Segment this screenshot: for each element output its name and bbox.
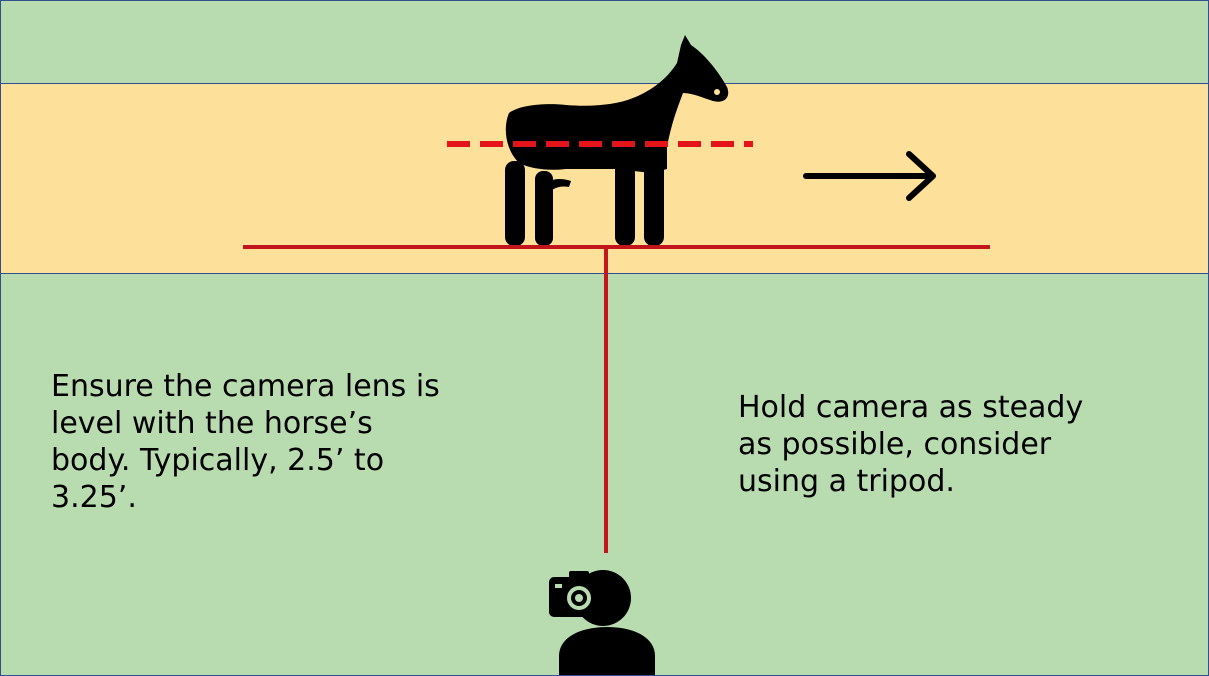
photographer-icon xyxy=(549,570,655,675)
camera-icon xyxy=(549,571,601,617)
arrow-right-icon xyxy=(803,151,936,201)
photographer-shoulders xyxy=(559,627,655,675)
steady-camera-caption: Hold camera as steady as possible, consi… xyxy=(738,390,1084,499)
horse-icon xyxy=(505,35,729,246)
grass-band-top xyxy=(1,1,1208,84)
horse-eye-detail xyxy=(714,89,720,95)
lens-level-caption: Ensure the camera lens is level with the… xyxy=(51,369,440,515)
